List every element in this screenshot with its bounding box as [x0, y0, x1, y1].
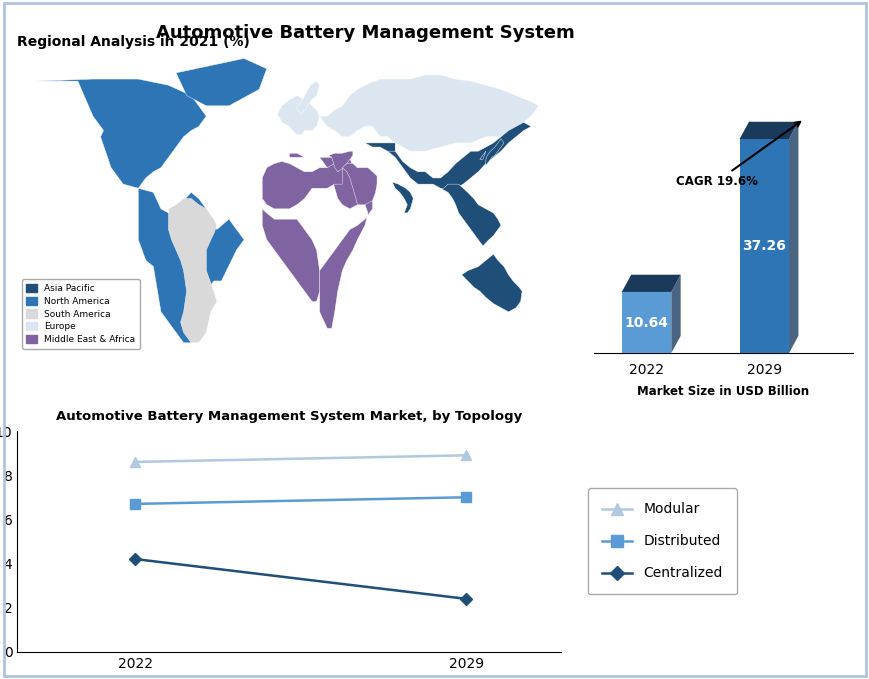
Polygon shape [169, 198, 216, 343]
Polygon shape [440, 184, 501, 246]
Legend: Modular, Distributed, Centralized: Modular, Distributed, Centralized [587, 488, 736, 594]
Polygon shape [328, 151, 353, 172]
Text: Regional Analysis in 2021 (%): Regional Analysis in 2021 (%) [17, 35, 250, 49]
Centralized [461, 595, 471, 603]
Polygon shape [621, 275, 680, 292]
Centralized [130, 555, 141, 563]
Polygon shape [176, 58, 267, 106]
Polygon shape [289, 153, 372, 329]
Line: Modular: Modular [130, 450, 470, 466]
Polygon shape [262, 162, 342, 209]
Text: CAGR 19.6%: CAGR 19.6% [675, 122, 799, 188]
Polygon shape [319, 75, 538, 151]
X-axis label: Market Size in USD Billion: Market Size in USD Billion [636, 385, 808, 398]
Modular [130, 458, 141, 466]
Polygon shape [365, 143, 395, 151]
Legend: Asia Pacific, North America, South America, Europe, Middle East & Africa: Asia Pacific, North America, South Ameri… [22, 280, 140, 348]
Line: Distributed: Distributed [130, 492, 470, 509]
Polygon shape [621, 292, 671, 353]
Polygon shape [36, 79, 244, 343]
Polygon shape [788, 122, 798, 353]
Polygon shape [671, 275, 680, 353]
Text: Automotive Battery Management System: Automotive Battery Management System [156, 24, 574, 42]
Polygon shape [480, 151, 485, 160]
Distributed [461, 493, 471, 501]
Polygon shape [739, 139, 788, 353]
Polygon shape [485, 139, 503, 166]
Polygon shape [392, 182, 413, 213]
Polygon shape [296, 81, 319, 114]
Polygon shape [342, 164, 376, 205]
Polygon shape [739, 122, 798, 139]
Polygon shape [262, 209, 319, 301]
Title: Automotive Battery Management System Market, by Topology: Automotive Battery Management System Mar… [56, 410, 521, 423]
Polygon shape [380, 122, 531, 192]
Polygon shape [277, 96, 319, 134]
Line: Centralized: Centralized [131, 555, 470, 603]
Text: 37.26: 37.26 [741, 239, 786, 253]
Polygon shape [319, 81, 395, 136]
Distributed [130, 500, 141, 508]
Text: 10.64: 10.64 [624, 316, 667, 329]
Polygon shape [461, 254, 521, 312]
Modular [461, 452, 471, 460]
